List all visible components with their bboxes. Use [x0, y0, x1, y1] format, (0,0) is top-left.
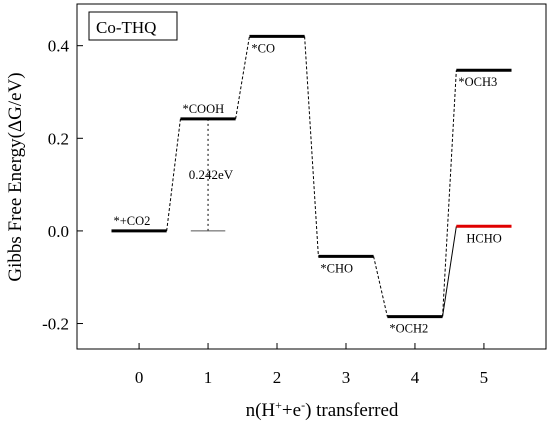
energy-level-label: *CHO	[320, 261, 353, 275]
energy-level-label: *COOH	[182, 102, 224, 116]
plot-frame	[76, 3, 547, 350]
legend-label: Co-THQ	[96, 18, 156, 37]
y-tick-label: -0.2	[42, 315, 69, 334]
energy-levels	[111, 34, 512, 319]
barrier-label: 0.242eV	[189, 167, 234, 182]
legend-box	[88, 11, 178, 41]
y-tick-label: 0.2	[48, 129, 69, 148]
connector-dashed	[166, 118, 181, 231]
legend: Co-THQ	[88, 11, 178, 41]
connector-dashed	[442, 70, 457, 317]
y-axis: 0.4 0.2 0.0 -0.2	[42, 37, 83, 334]
barrier-annotation: 0.242eV	[189, 118, 234, 232]
y-tick-label: 0.4	[48, 37, 70, 56]
connector-dashed	[235, 36, 250, 119]
energy-level-label: *OCH2	[389, 322, 428, 336]
x-axis: 0 1 2 3 4 5	[135, 343, 488, 387]
connector-dashed	[373, 256, 388, 317]
level-labels: *+CO2 *COOH *CO *CHO *OCH2 *OCH3 HCHO	[113, 41, 501, 335]
y-axis-title: Gibbs Free Energy(ΔG/eV)	[5, 72, 26, 281]
x-axis-title: n(H++e-) transferred	[246, 398, 399, 421]
x-tick-label: 0	[135, 368, 144, 387]
connector-dashed	[304, 36, 319, 257]
x-tick-label: 1	[204, 368, 213, 387]
connectors	[166, 36, 457, 317]
energy-level-label: HCHO	[466, 231, 501, 245]
x-tick-label: 3	[342, 368, 351, 387]
energy-level-label: *CO	[251, 41, 275, 55]
energy-level-label: *OCH3	[458, 75, 497, 89]
x-tick-label: 5	[480, 368, 489, 387]
x-tick-label: 4	[411, 368, 420, 387]
energy-level-label: *+CO2	[113, 214, 150, 228]
x-tick-label: 2	[273, 368, 282, 387]
connector-solid	[442, 226, 457, 317]
y-tick-label: 0.0	[48, 222, 69, 241]
